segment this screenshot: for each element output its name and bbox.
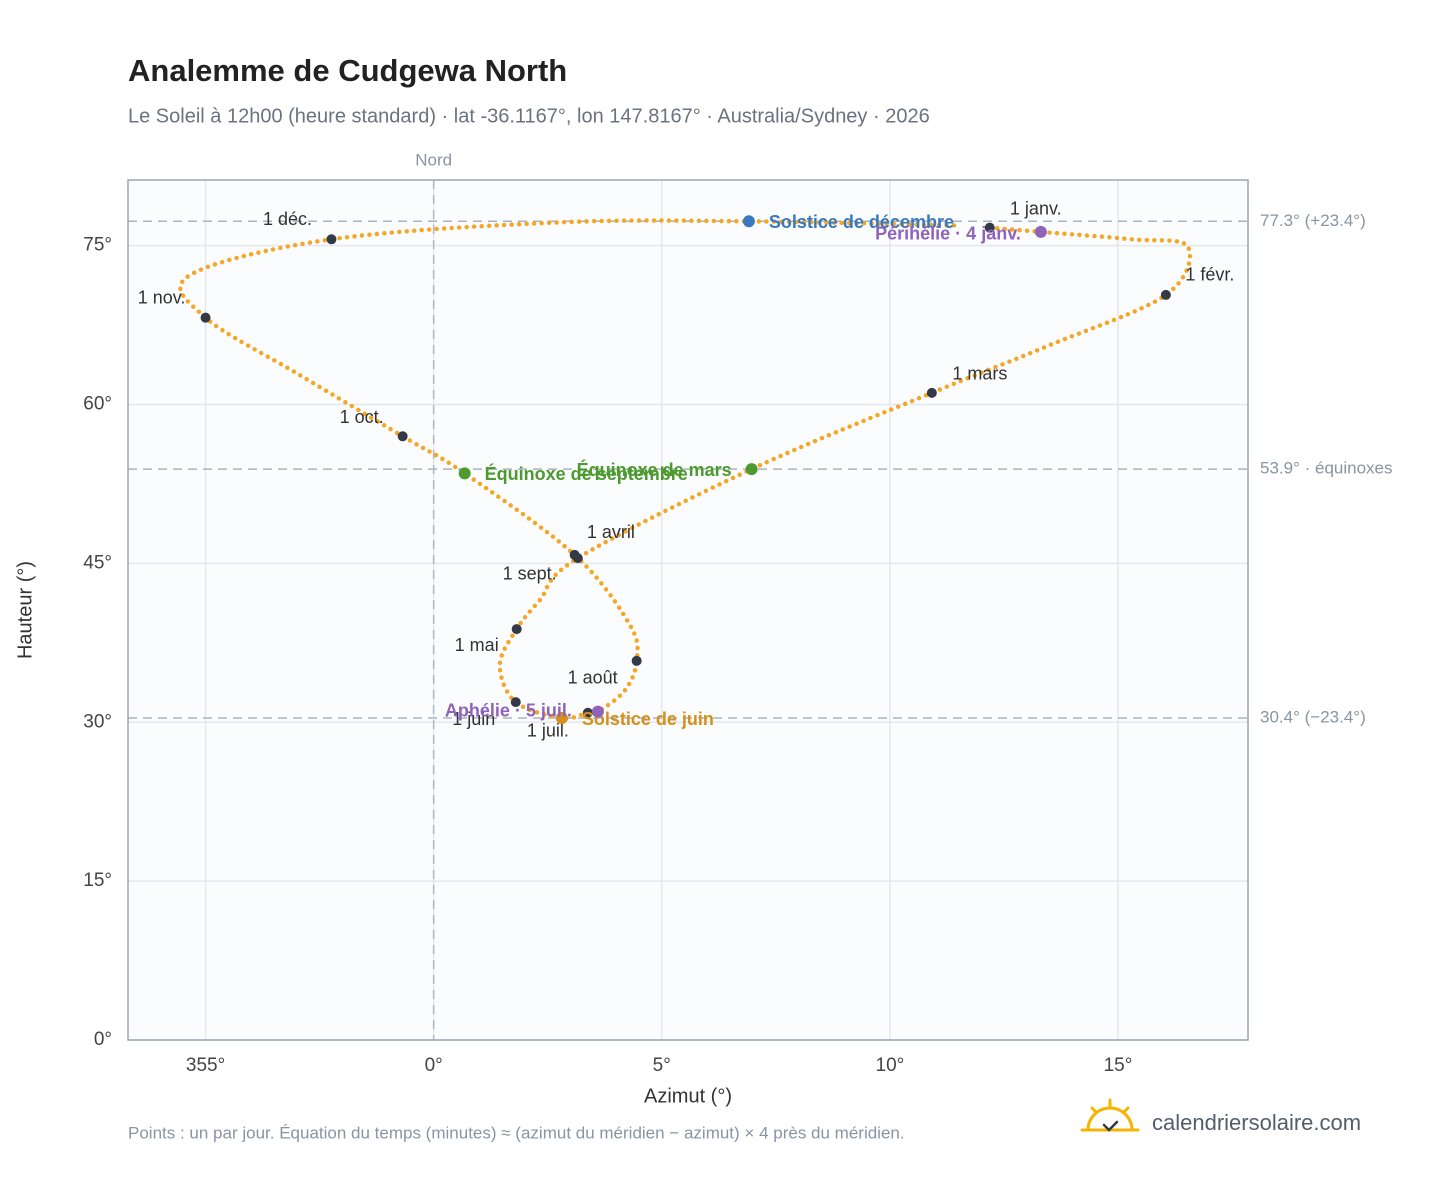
event-label: Aphélie · 5 juil. xyxy=(445,700,572,720)
y-tick-label: 15° xyxy=(83,870,112,891)
x-tick-label: 15° xyxy=(1104,1055,1133,1076)
y-tick-label: 75° xyxy=(83,235,112,256)
chart-title: Analemme de Cudgewa North xyxy=(128,53,567,88)
x-tick-label: 5° xyxy=(653,1055,671,1076)
event-label: Équinoxe de mars xyxy=(577,459,732,480)
event-point xyxy=(745,463,758,476)
month-point xyxy=(631,655,642,666)
event-point xyxy=(458,467,471,480)
brand-logo xyxy=(1080,1098,1140,1132)
month-label: 1 déc. xyxy=(263,209,312,229)
month-label: 1 févr. xyxy=(1185,265,1234,285)
event-label: Équinoxe de septembre xyxy=(485,463,688,484)
reference-label: 53.9° · équinoxes xyxy=(1260,459,1393,478)
month-label: 1 août xyxy=(568,668,618,688)
reference-label: 77.3° (+23.4°) xyxy=(1260,211,1366,230)
month-point xyxy=(511,624,522,635)
y-tick-label: 30° xyxy=(83,711,112,732)
month-point xyxy=(926,387,937,398)
plot-border xyxy=(127,179,1249,1041)
meridian-label: Nord xyxy=(415,150,452,169)
footnote: Points : un par jour. Équation du temps … xyxy=(128,1123,905,1142)
x-tick-label: 355° xyxy=(186,1055,225,1076)
month-label: 1 janv. xyxy=(1010,198,1062,218)
x-axis-label: Azimut (°) xyxy=(644,1085,732,1107)
event-point xyxy=(1034,225,1047,238)
event-label: Solstice de juin xyxy=(582,709,714,729)
chart-subtitle: Le Soleil à 12h00 (heure standard) · lat… xyxy=(128,105,930,127)
month-point xyxy=(510,697,521,708)
x-tick-label: 10° xyxy=(876,1055,905,1076)
reference-label: 30.4° (−23.4°) xyxy=(1260,708,1366,727)
event-point xyxy=(591,705,604,718)
month-point xyxy=(582,707,593,718)
y-axis-label: Hauteur (°) xyxy=(14,561,36,659)
month-label: 1 nov. xyxy=(138,287,186,307)
event-point xyxy=(742,215,755,228)
month-point xyxy=(200,312,211,323)
event-label: Périhélie · 4 janv. xyxy=(875,224,1021,244)
month-label: 1 oct. xyxy=(340,407,384,427)
plot-area xyxy=(128,180,1248,1040)
month-label: 1 avril xyxy=(587,522,635,542)
month-point xyxy=(326,234,337,245)
month-point xyxy=(984,222,995,233)
month-point xyxy=(569,549,580,560)
event-point xyxy=(555,712,568,725)
month-label: 1 sept. xyxy=(503,564,557,584)
month-point xyxy=(397,431,408,442)
y-tick-label: 0° xyxy=(94,1029,112,1050)
y-tick-label: 45° xyxy=(83,552,112,573)
x-tick-label: 0° xyxy=(425,1055,443,1076)
y-tick-label: 60° xyxy=(83,394,112,415)
month-label: 1 mai xyxy=(455,635,499,655)
month-label: 1 juil. xyxy=(527,720,569,740)
month-point xyxy=(1160,289,1171,300)
brand-name: calendriersolaire.com xyxy=(1152,1110,1361,1135)
month-label: 1 juin xyxy=(452,709,495,729)
event-label: Solstice de décembre xyxy=(769,212,954,232)
month-label: 1 mars xyxy=(952,364,1007,384)
